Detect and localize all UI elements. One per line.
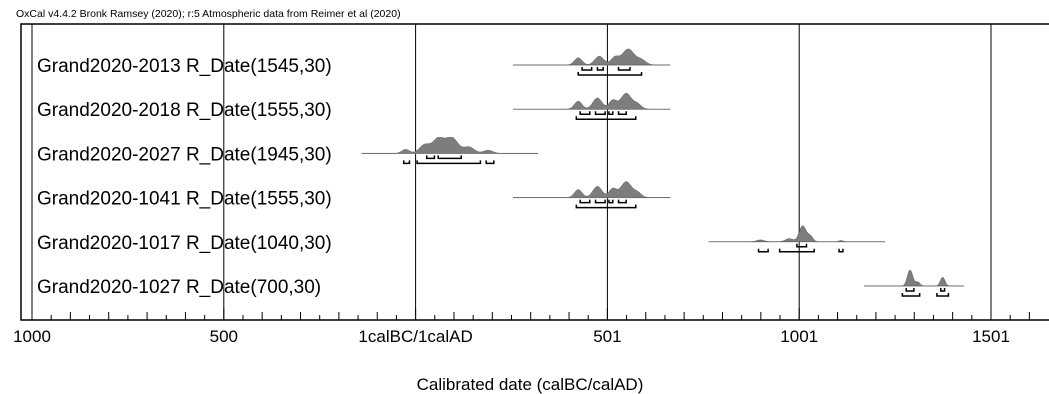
tick-label: 1501 bbox=[972, 327, 1010, 346]
range-68-bracket bbox=[617, 111, 627, 115]
range-95-bracket bbox=[485, 160, 495, 165]
chart-header: OxCal v4.4.2 Bronk Ramsey (2020); r:5 At… bbox=[16, 8, 401, 20]
range-68-bracket bbox=[608, 199, 614, 204]
tick-label: 1calBC/1calAD bbox=[358, 327, 472, 346]
range-68-bracket bbox=[596, 67, 604, 71]
range-95-bracket bbox=[575, 116, 637, 120]
row-label: Grand2020-1027 R_Date(700,30) bbox=[37, 277, 321, 298]
row-label: Grand2020-1041 R_Date(1555,30) bbox=[37, 189, 332, 210]
range-68-bracket bbox=[796, 243, 808, 248]
range-95-bracket bbox=[416, 160, 482, 165]
range-68-bracket bbox=[608, 111, 614, 115]
row-label: Grand2020-2018 R_Date(1555,30) bbox=[37, 100, 332, 121]
range-68-bracket bbox=[579, 199, 591, 204]
range-95-bracket bbox=[901, 293, 921, 297]
row-label: Grand2020-2013 R_Date(1545,30) bbox=[37, 56, 332, 77]
density-curve bbox=[513, 92, 671, 110]
range-95-bracket bbox=[778, 248, 815, 253]
range-68-bracket bbox=[579, 111, 591, 115]
range-95-bracket bbox=[838, 248, 844, 253]
density-curve bbox=[864, 269, 964, 287]
range-68-bracket bbox=[905, 288, 915, 292]
row-label: Grand2020-1017 R_Date(1040,30) bbox=[37, 233, 332, 254]
grid-lines bbox=[31, 24, 992, 320]
range-68-bracket bbox=[594, 199, 606, 204]
density-row bbox=[513, 48, 671, 76]
tick-label: 1001 bbox=[780, 327, 818, 346]
plot-frame bbox=[20, 23, 1049, 321]
row-label: Grand2020-2027 R_Date(1945,30) bbox=[37, 144, 332, 165]
range-95-bracket bbox=[757, 248, 769, 253]
tick-label: 501 bbox=[593, 327, 621, 346]
row-labels: Grand2020-2013 R_Date(1545,30) Grand2020-… bbox=[37, 56, 332, 298]
range-68-bracket bbox=[939, 288, 946, 292]
density-row bbox=[864, 269, 964, 297]
density-row bbox=[361, 137, 538, 165]
tick-label: 500 bbox=[210, 327, 238, 346]
density-curve bbox=[708, 225, 886, 243]
density-curve bbox=[513, 181, 671, 198]
range-95-bracket bbox=[402, 160, 411, 165]
range-95-bracket bbox=[577, 72, 643, 76]
range-68-bracket bbox=[617, 67, 631, 71]
density-row bbox=[708, 225, 886, 253]
range-68-bracket bbox=[425, 155, 436, 160]
density-row bbox=[513, 92, 671, 120]
density-plots bbox=[361, 48, 964, 297]
range-68-bracket bbox=[594, 111, 606, 115]
density-row bbox=[513, 181, 671, 209]
range-95-bracket bbox=[575, 204, 637, 209]
range-95-bracket bbox=[936, 293, 950, 297]
x-axis-ticks: 1000 500 1calBC/1calAD 501 1001 1501 bbox=[13, 308, 1030, 346]
density-curve bbox=[361, 137, 538, 154]
range-68-bracket bbox=[617, 199, 627, 204]
range-68-bracket bbox=[581, 67, 593, 71]
x-axis-title: Calibrated date (calBC/calAD) bbox=[417, 375, 644, 394]
density-curve bbox=[513, 48, 671, 66]
tick-label: 1000 bbox=[13, 327, 51, 346]
range-68-bracket bbox=[437, 155, 462, 160]
